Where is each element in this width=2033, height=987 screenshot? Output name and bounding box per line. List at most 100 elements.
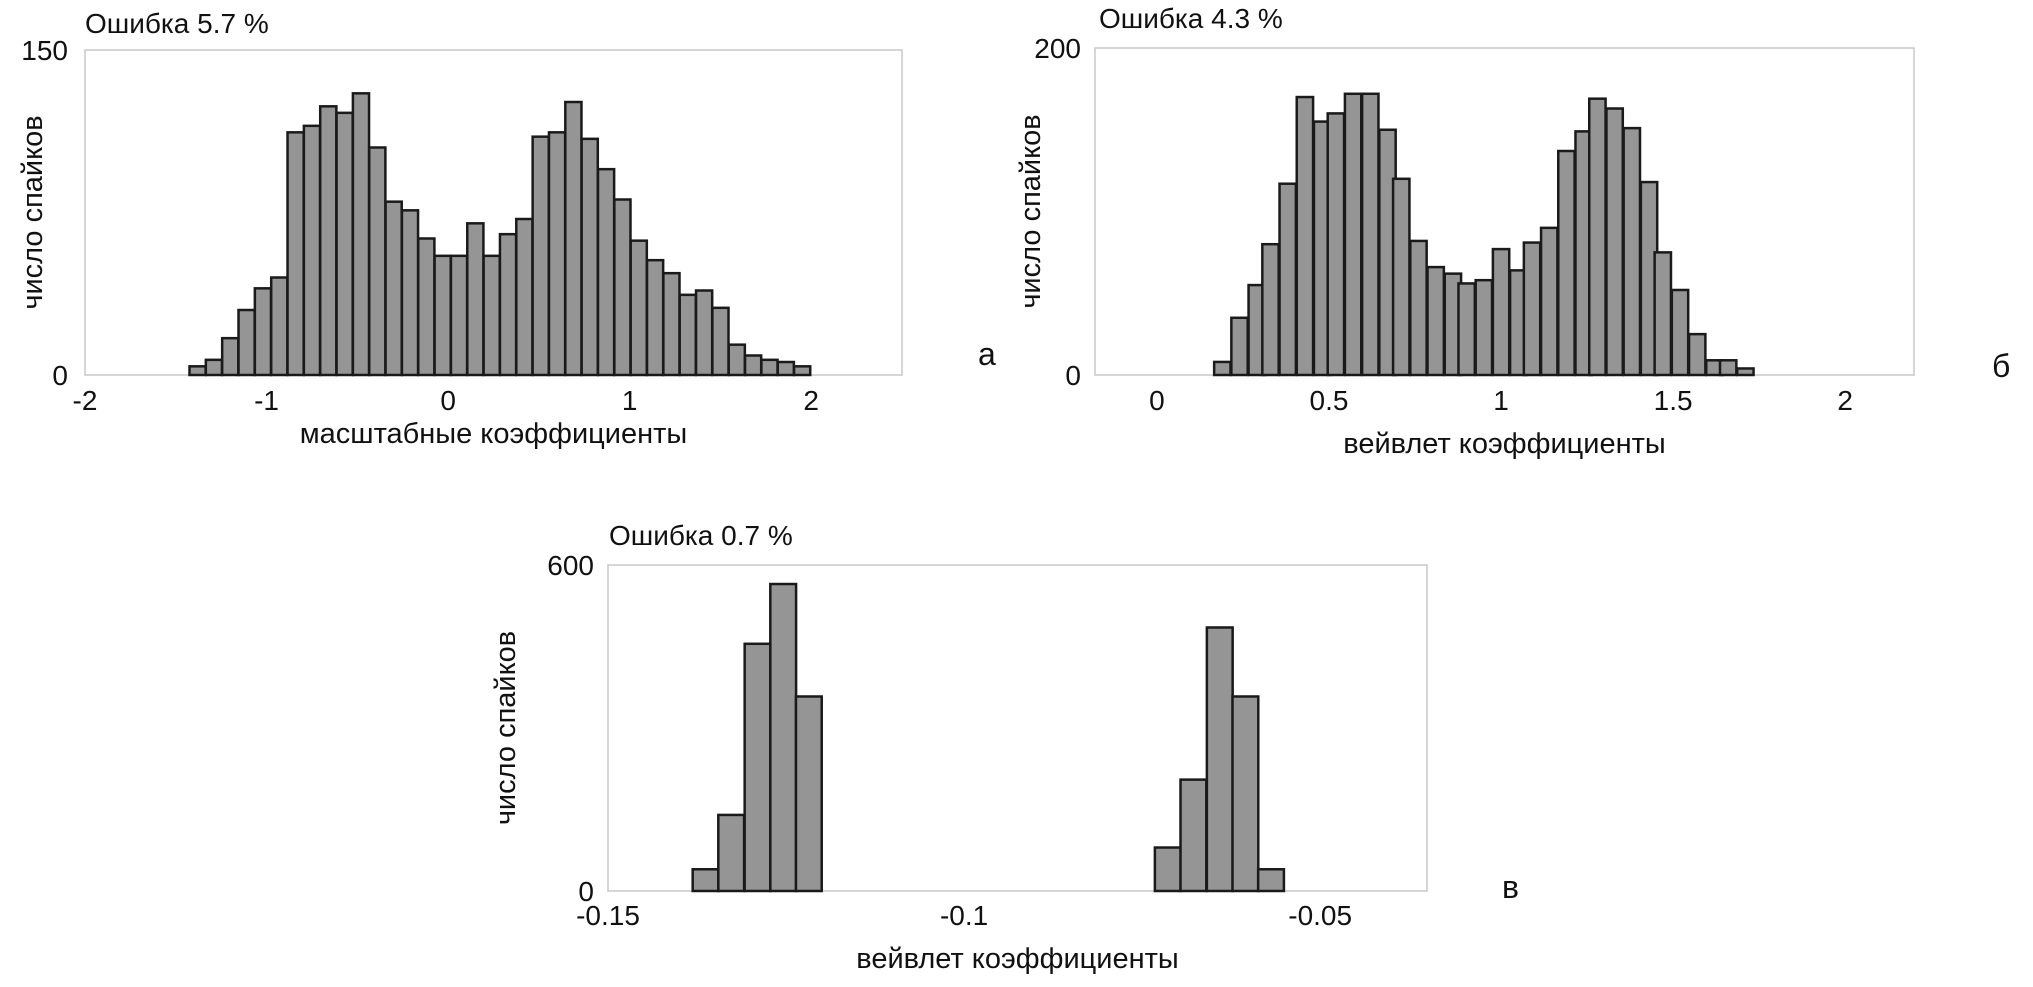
x-tick-label: -1 xyxy=(254,385,279,416)
histogram-bar xyxy=(449,254,469,377)
histogram-bar xyxy=(694,289,714,377)
histogram-bar xyxy=(433,254,452,377)
histogram-bar xyxy=(1735,367,1755,377)
histogram-bar xyxy=(717,813,746,893)
histogram-bar xyxy=(1256,868,1286,893)
histogram-bar xyxy=(580,137,600,377)
x-tick-label: -0.1 xyxy=(940,900,988,931)
histogram-bar xyxy=(1326,112,1346,377)
histogram-bar xyxy=(760,358,779,377)
histogram-bar xyxy=(286,131,305,377)
histogram-bar xyxy=(204,358,224,377)
histogram-bar xyxy=(417,237,436,377)
histogram-bar xyxy=(613,198,632,377)
histogram-bar xyxy=(711,306,730,377)
x-tick-label: 1 xyxy=(622,385,638,416)
histogram-bar xyxy=(547,131,567,377)
histogram-bar xyxy=(1605,107,1625,377)
histogram-bar xyxy=(1539,226,1559,377)
histogram-bar xyxy=(531,135,551,377)
histogram-bar xyxy=(1474,278,1494,377)
histogram-bar xyxy=(1179,778,1208,893)
histogram-bar xyxy=(1278,182,1298,377)
histogram-bar xyxy=(1360,92,1380,377)
chart-title: Ошибка 5.7 % xyxy=(85,8,269,39)
x-tick-label: -2 xyxy=(73,385,98,416)
panel-label: в xyxy=(1502,869,1519,905)
y-axis-label: число спайков xyxy=(1015,114,1047,308)
histogram-bar xyxy=(351,92,371,377)
histogram-bar xyxy=(400,209,420,377)
histogram-bar xyxy=(237,308,256,377)
histogram-bar xyxy=(1457,282,1477,377)
x-axis-label: масштабные коэффициенты xyxy=(300,418,688,450)
histogram-bar xyxy=(1670,288,1690,377)
histogram-bar xyxy=(1230,316,1249,377)
histogram-bar xyxy=(253,287,273,377)
x-tick-label: 1.5 xyxy=(1654,385,1693,416)
histogram-bar xyxy=(1522,241,1542,377)
histogram-bar xyxy=(769,582,798,893)
histogram-bar xyxy=(662,271,681,377)
histogram-bar xyxy=(188,365,207,377)
chart-title: Ошибка 0.7 % xyxy=(609,520,793,551)
histogram-bar xyxy=(743,354,763,377)
x-tick-label: 0 xyxy=(440,385,456,416)
histogram-bar xyxy=(776,360,796,377)
y-tick-label: 0 xyxy=(52,360,68,391)
chart-title: Ошибка 4.3 % xyxy=(1099,3,1283,34)
y-tick-label: 600 xyxy=(547,550,594,581)
histogram-bar xyxy=(515,217,534,377)
x-tick-label: -0.15 xyxy=(576,900,640,931)
histogram-bar xyxy=(1491,247,1511,377)
y-tick-label: 0 xyxy=(1065,360,1081,391)
histogram-bar xyxy=(645,258,665,377)
x-axis-label: вейвлет коэффициенты xyxy=(856,943,1179,975)
histogram-bar xyxy=(220,336,240,377)
y-axis-label: число спайков xyxy=(490,631,522,825)
histogram-bar xyxy=(498,232,518,377)
histogram-bar xyxy=(794,695,823,893)
histogram-bar xyxy=(792,365,812,377)
y-axis-label: число спайков xyxy=(17,115,49,309)
panel-label: а xyxy=(978,336,996,372)
y-tick-label: 0 xyxy=(578,876,594,907)
x-tick-label: 2 xyxy=(803,385,819,416)
histogram-bar xyxy=(727,343,747,377)
x-tick-label: 0.5 xyxy=(1310,385,1349,416)
histogram-panel-3: -0.15 -0.1 -0.05 0 600 Ошибка 0.7 % вейвлет ко… xyxy=(490,520,1519,975)
histogram-bar xyxy=(1587,97,1607,377)
histogram-bar xyxy=(1718,359,1738,377)
histogram-bar xyxy=(384,200,403,377)
histogram-bar xyxy=(1153,846,1182,893)
histogram-bar xyxy=(1687,332,1707,377)
histogram-bar xyxy=(466,222,485,377)
histogram-bar xyxy=(335,111,354,377)
histogram-bar xyxy=(691,868,720,893)
x-axis-label: вейвлет коэффициенты xyxy=(1343,428,1666,460)
histogram-bar xyxy=(302,124,322,377)
histogram-bar xyxy=(1212,360,1232,377)
histogram-bar xyxy=(1295,95,1315,377)
plot-frame xyxy=(607,564,1428,892)
histogram-bar xyxy=(1205,626,1234,893)
histogram-panel-2: 0 0.5 1 1.5 2 0 200 Ошибка 4.3 % вейвлет коэффиц… xyxy=(1015,3,2010,460)
histogram-bar xyxy=(482,254,502,377)
histogram-bar xyxy=(269,276,289,377)
histogram-bar xyxy=(367,146,387,377)
panel-label: б xyxy=(1992,348,2010,384)
x-tick-label: 0 xyxy=(1149,385,1165,416)
histogram-bar xyxy=(1343,92,1363,377)
histogram-bar xyxy=(678,293,698,377)
x-tick-label: 1 xyxy=(1493,385,1509,416)
histogram-bar xyxy=(1557,149,1576,377)
histogram-bar xyxy=(1653,251,1673,377)
histogram-panel-1: -2 -1 0 1 2 0 150 Ошибка 5.7 % масштабные коэффи… xyxy=(17,8,996,450)
histogram-bar xyxy=(564,100,583,377)
histogram-bar xyxy=(596,167,616,377)
histogram-bar xyxy=(1409,239,1428,377)
histogram-bar xyxy=(1391,177,1411,377)
histogram-bar xyxy=(1231,695,1260,893)
histogram-bar xyxy=(1426,265,1446,377)
histogram-bar xyxy=(1261,242,1280,377)
